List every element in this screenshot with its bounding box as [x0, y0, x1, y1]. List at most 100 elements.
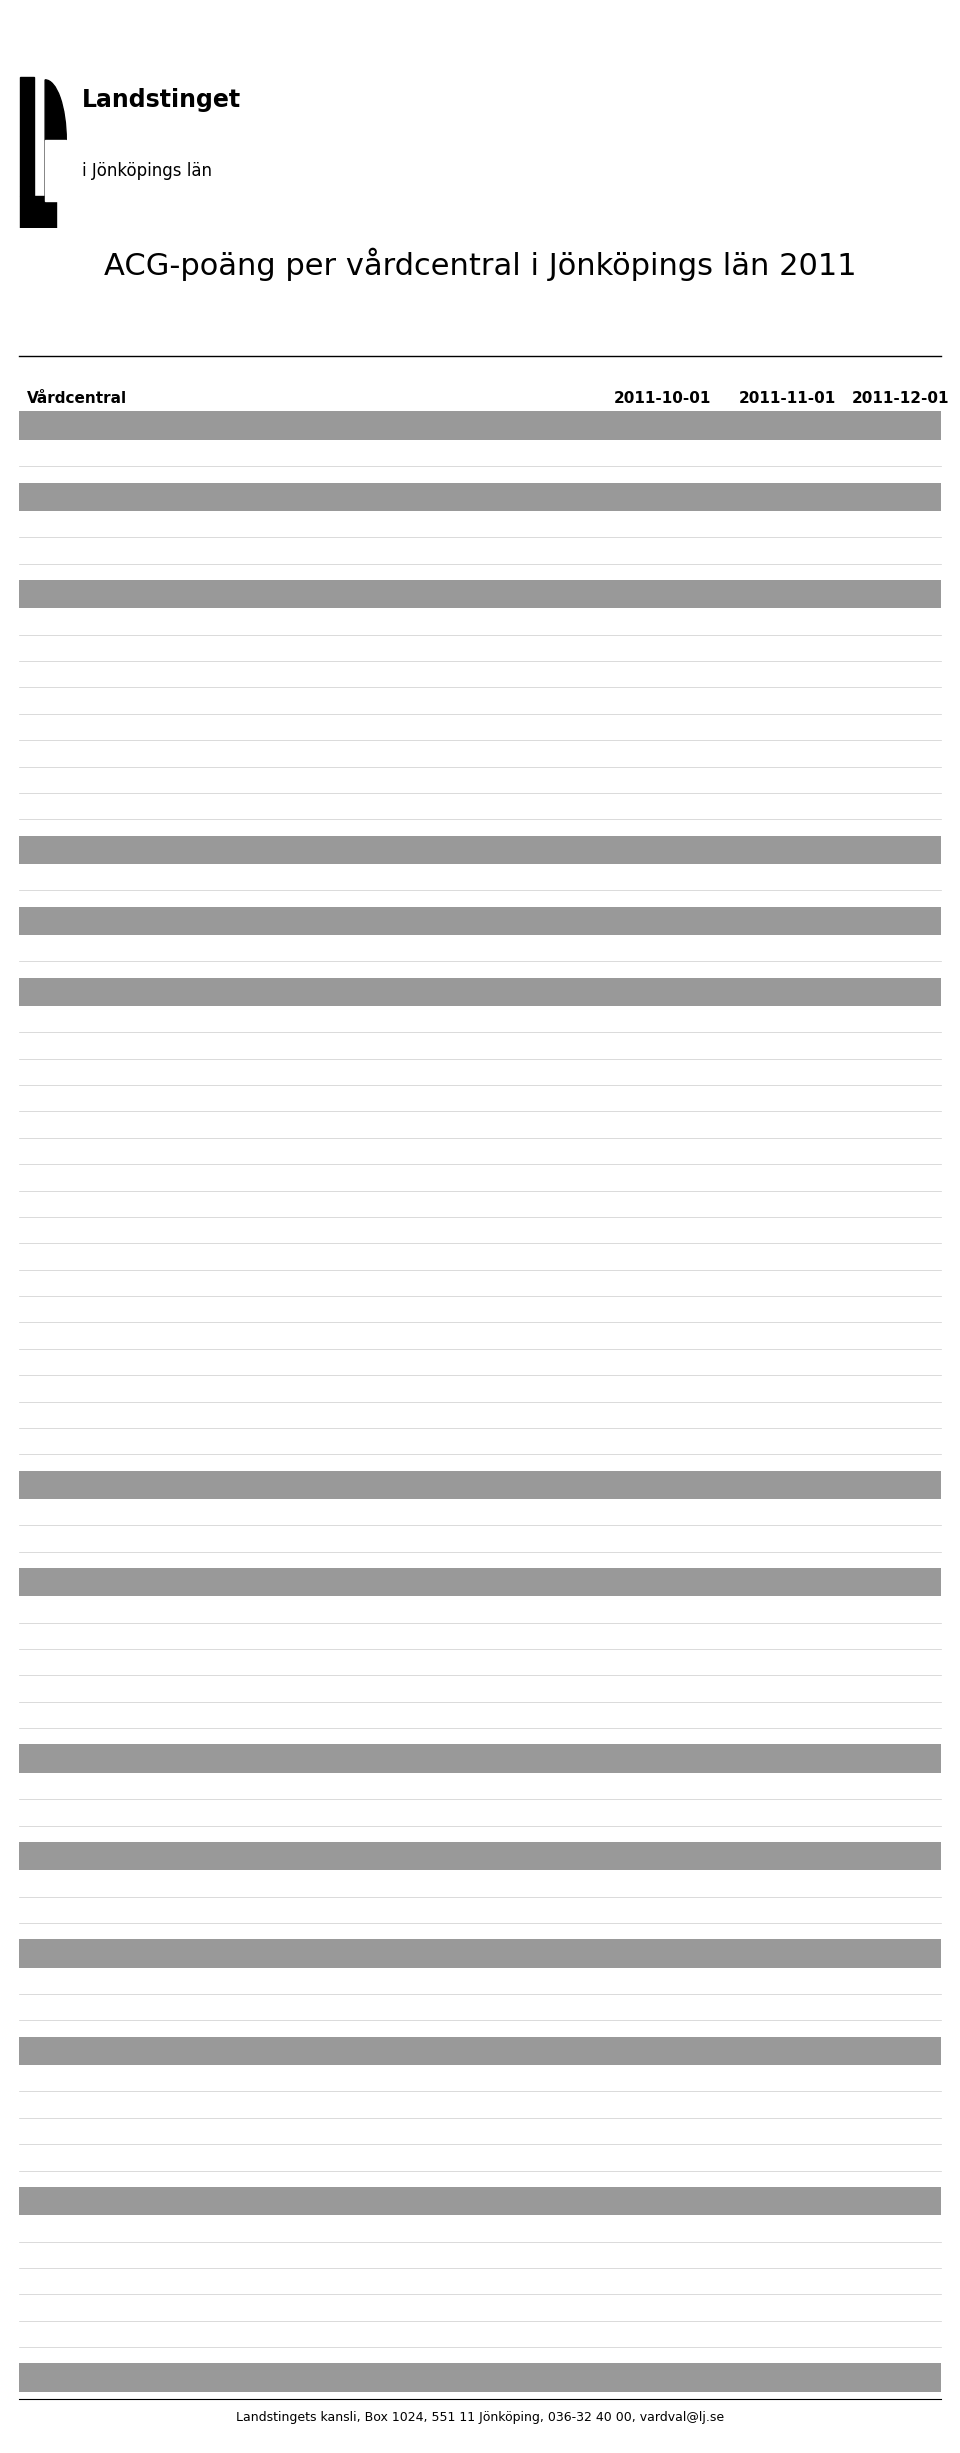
Text: 1,03: 1,03	[646, 1065, 679, 1079]
Text: 1,11: 1,11	[769, 2043, 805, 2058]
Text: 0,96: 0,96	[768, 1751, 806, 1766]
Text: 1,11: 1,11	[644, 1575, 681, 1590]
Text: Betterhälsan: Betterhälsan	[27, 1408, 121, 1423]
Text: Vårdcentral: Vårdcentral	[27, 390, 127, 405]
Text: 1,06: 1,06	[884, 2070, 917, 2085]
Text: 0,89: 0,89	[768, 1850, 806, 1864]
Text: 1,00: 1,00	[882, 2370, 919, 2384]
Text: 0,99: 0,99	[771, 2325, 804, 2340]
Text: 0,98: 0,98	[881, 913, 920, 927]
Text: 0,99: 0,99	[768, 586, 806, 601]
Text: Anderstorps vårdcentral: Anderstorps vårdcentral	[27, 613, 204, 630]
Text: 1,22: 1,22	[771, 1602, 804, 1617]
Text: 0,97: 0,97	[768, 913, 806, 927]
Text: Läkarhuset Huskvarna: Läkarhuset Huskvarna	[27, 1197, 191, 1212]
Text: 1,12: 1,12	[646, 1092, 679, 1106]
Text: Mullsjö: Mullsjö	[27, 1477, 87, 1491]
Text: 1,28: 1,28	[771, 542, 804, 557]
Text: 1,21: 1,21	[882, 488, 919, 505]
Text: 0,87: 0,87	[646, 1904, 679, 1918]
Text: 1,00: 1,00	[884, 1065, 917, 1079]
Text: 0,95: 0,95	[884, 1276, 917, 1290]
Text: Eksjö: Eksjö	[27, 488, 72, 505]
Text: 0,77: 0,77	[884, 1999, 917, 2014]
Text: 1,15: 1,15	[771, 1408, 804, 1423]
Text: 1,08: 1,08	[771, 2124, 804, 2139]
Text: Gislaveds vårdcentral: Gislaveds vårdcentral	[27, 719, 186, 733]
Text: 1,00: 1,00	[646, 1433, 679, 1450]
Text: 1,02: 1,02	[884, 1433, 917, 1450]
Text: 0,96: 0,96	[881, 1751, 920, 1766]
Text: Tranås vårdcentral: Tranås vårdcentral	[27, 1904, 164, 1918]
Text: 2011-10-01: 2011-10-01	[613, 390, 711, 405]
Text: 1,05: 1,05	[646, 1707, 679, 1722]
Text: 0,95: 0,95	[646, 1170, 679, 1185]
Text: 0,81: 0,81	[884, 694, 917, 709]
Text: 1,00: 1,00	[771, 1433, 804, 1450]
Text: 0,88: 0,88	[643, 1850, 682, 1864]
Text: Familjeläkarna i Gislaved: Familjeläkarna i Gislaved	[27, 667, 209, 682]
Text: 1,06: 1,06	[646, 719, 679, 733]
Text: 0,82: 0,82	[771, 1504, 804, 1521]
Text: 1,07: 1,07	[646, 773, 679, 787]
Text: 0,82: 0,82	[768, 1945, 806, 1960]
Text: 0,88: 0,88	[646, 1877, 679, 1891]
Text: 2011-12-01: 2011-12-01	[852, 390, 949, 405]
Text: 1,00: 1,00	[769, 2370, 805, 2384]
Text: Landsbro vårdcentral: Landsbro vårdcentral	[27, 2070, 182, 2085]
Text: Vaggeryds vårdcentral: Vaggeryds vårdcentral	[27, 1999, 193, 2016]
Text: 1,11: 1,11	[769, 1575, 805, 1590]
Text: 1,05: 1,05	[884, 800, 917, 814]
Text: Bodafors vårdcentral: Bodafors vårdcentral	[27, 1602, 180, 1617]
Text: 0,98: 0,98	[881, 984, 920, 998]
Text: 0,97: 0,97	[884, 1116, 917, 1133]
Text: Familjeläkarna i Mullsjö: Familjeläkarna i Mullsjö	[27, 1504, 198, 1521]
Text: 0,80: 0,80	[771, 1249, 804, 1263]
Text: 0,97: 0,97	[646, 1805, 679, 1820]
Text: 0,84: 0,84	[771, 640, 804, 655]
Text: 1,11: 1,11	[644, 2043, 681, 2058]
Text: Hälsans vårdcentral 1: Hälsans vårdcentral 1	[27, 1116, 187, 1133]
Text: 1,01: 1,01	[771, 1629, 804, 1644]
Text: 0,93: 0,93	[646, 1143, 679, 1158]
Text: 0,89: 0,89	[884, 1972, 917, 1989]
Text: 1,28: 1,28	[884, 542, 917, 557]
Text: 0,96: 0,96	[646, 1276, 679, 1290]
Text: 0,97: 0,97	[884, 2325, 917, 2340]
Text: Väster vårdcentral: Väster vårdcentral	[27, 2325, 162, 2340]
Text: 0,76: 0,76	[771, 1354, 804, 1369]
Text: Vrigstad Läkarmottagning: Vrigstad Läkarmottagning	[27, 1805, 218, 1820]
Text: 1,02: 1,02	[771, 2301, 804, 2316]
Text: 1,03: 1,03	[771, 800, 804, 814]
Text: Gnosjö vårdcentral: Gnosjö vårdcentral	[27, 868, 166, 886]
Text: 1,21: 1,21	[646, 746, 679, 760]
Text: 0,99: 0,99	[884, 1656, 917, 1670]
Text: 0,98: 0,98	[884, 1531, 917, 1545]
Text: 0,96: 0,96	[771, 2247, 804, 2262]
Text: 1,11: 1,11	[646, 2274, 679, 2289]
Text: 0,82: 0,82	[646, 667, 679, 682]
Text: 1,19: 1,19	[884, 2149, 917, 2166]
Text: Rosenlunds vårdcentral: Rosenlunds vårdcentral	[27, 1303, 200, 1317]
Text: 1,22: 1,22	[646, 2149, 679, 2166]
Text: 1,06: 1,06	[768, 841, 806, 856]
Text: ACG-poäng per vårdcentral i Jönköpings län 2011: ACG-poäng per vårdcentral i Jönköpings l…	[104, 248, 856, 282]
Text: 1,01: 1,01	[769, 2193, 805, 2208]
Text: 0,77: 0,77	[884, 1354, 917, 1369]
Text: 1,08: 1,08	[644, 417, 681, 434]
Text: 1,11: 1,11	[884, 1038, 917, 1052]
Text: 0,80: 0,80	[884, 1249, 917, 1263]
Text: Gränna vårdcentral: Gränna vårdcentral	[27, 1065, 170, 1079]
Text: Vetlanda vårdcentral: Vetlanda vårdcentral	[27, 2124, 180, 2139]
Text: Läkarhuset i Tranås: Läkarhuset i Tranås	[27, 1877, 170, 1891]
Text: 1,16: 1,16	[646, 1408, 679, 1423]
Text: 1,06: 1,06	[771, 2070, 804, 2085]
Text: Gislehälsan: Gislehälsan	[27, 746, 112, 760]
Text: 1,10: 1,10	[882, 1575, 919, 1590]
Text: 0,99: 0,99	[646, 1303, 679, 1317]
Text: Bräcke Diakoni Nyhälsan: Bräcke Diakoni Nyhälsan	[27, 1629, 209, 1644]
Text: i Jönköpings län: i Jönköpings län	[82, 162, 211, 179]
Text: 0,85: 0,85	[646, 640, 679, 655]
Text: 0,99: 0,99	[771, 1222, 804, 1239]
Text: 0,93: 0,93	[884, 1143, 917, 1158]
